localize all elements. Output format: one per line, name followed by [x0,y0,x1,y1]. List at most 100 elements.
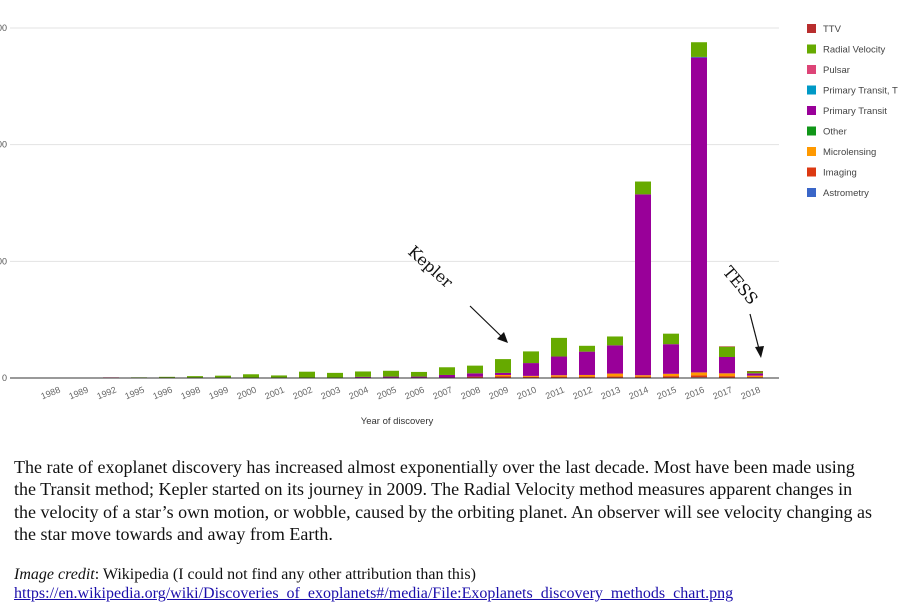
x-tick-label: 1992 [95,385,117,402]
x-axis-title: Year of discovery [361,416,434,427]
bar-2015-radial-velocity [663,334,679,345]
x-tick-label: 2011 [544,385,566,402]
bar-2016-primary-transit [691,57,707,372]
bar-2013-primary-transit [607,345,623,373]
legend-swatch-microlensing [807,147,816,156]
bar-2017-primary-transit [719,357,735,373]
gridlines [10,28,779,261]
bar-2006-radial-velocity [411,372,427,377]
bar-2012-microlensing [579,375,595,377]
x-tick-label: 2010 [515,385,537,402]
legend-label-primary-transit-ttv: Primary Transit, T [823,86,898,97]
bar-2005-radial-velocity [383,371,399,377]
x-tick-label: 1989 [67,385,89,402]
bar-2004-radial-velocity [355,371,371,376]
x-tick-label: 2008 [459,385,481,402]
x-tick-label: 1988 [39,385,61,402]
legend-label-ttv: TTV [823,24,842,35]
bar-2007-radial-velocity [439,367,455,375]
y-tick-label: 00 [0,256,7,266]
bar-2009-microlensing [495,375,511,376]
credit-label: Image credit [14,566,95,583]
x-tick-label: 2000 [235,385,257,402]
tess-arrow-head [755,346,764,358]
legend-label-other: Other [823,127,847,138]
x-tick-label: 2015 [655,385,677,402]
legend-swatch-primary-transit-ttv [807,86,816,95]
bar-2014-radial-velocity [635,182,651,195]
legend-swatch-imaging [807,168,816,177]
kepler-annotation: Kepler [404,242,508,343]
exoplanet-discovery-chart: 0000000 19881989199219951996199819992000… [0,0,900,440]
x-tick-label: 1995 [123,385,145,402]
bar-2010-microlensing [523,376,539,377]
legend-label-imaging: Imaging [823,168,857,179]
x-tick-label: 2003 [319,385,341,402]
legend-swatch-radial-velocity [807,45,816,54]
x-tick-label: 1996 [151,385,173,402]
legend: TTV Radial Velocity Pulsar Primary Transit,… [807,24,898,199]
bar-2013-microlensing [607,374,623,377]
tess-arrow-line [750,314,759,349]
x-tick-label: 2006 [403,385,425,402]
bar-2018-radial-velocity [747,371,763,373]
kepler-label: Kepler [404,242,457,292]
y-tick-label: 00 [0,140,7,150]
figure-caption: The rate of exoplanet discovery has incr… [14,456,874,546]
legend-label-astrometry: Astrometry [823,188,869,199]
bar-2018-primary-transit [747,373,763,375]
bar-2016-radial-velocity [691,42,707,57]
bar-2015-primary-transit [663,344,679,374]
bar-2009-radial-velocity [495,359,511,373]
bar-2017-microlensing [719,373,735,376]
x-tick-label: 2018 [739,385,761,402]
x-tick-label: 2014 [627,385,649,402]
bar-2009-primary-transit [495,373,511,375]
bar-2010-primary-transit [523,363,539,376]
caption-text: The rate of exoplanet discovery has incr… [14,456,874,546]
x-tick-label: 2017 [711,385,733,402]
x-tick-label: 2016 [683,385,705,402]
x-tick-label: 1998 [179,385,201,402]
legend-swatch-other [807,127,816,136]
x-tick-label: 2009 [487,385,509,402]
x-tick-label: 1999 [207,385,229,402]
legend-label-radial-velocity: Radial Velocity [823,45,886,56]
legend-swatch-pulsar [807,65,816,74]
kepler-arrow-line [470,306,503,338]
legend-label-microlensing: Microlensing [823,147,876,158]
x-tick-label: 2007 [431,385,453,402]
bar-2000-radial-velocity [243,374,259,378]
legend-label-primary-transit: Primary Transit [823,106,887,117]
bar-2017-radial-velocity [719,347,735,357]
bar-2012-radial-velocity [579,346,595,352]
x-tick-label: 2004 [347,385,369,402]
credit-text: : Wikipedia (I could not find any other … [95,566,476,583]
x-tick-label: 2005 [375,385,397,402]
bar-2012-primary-transit [579,352,595,375]
bar-2003-radial-velocity [327,373,343,378]
bar-2015-microlensing [663,374,679,376]
y-tick-label: 00 [0,23,7,33]
image-credit: Image credit: Wikipedia (I could not fin… [14,565,894,603]
credit-link[interactable]: https://en.wikipedia.org/wiki/Discoverie… [14,585,733,602]
bar-2016-imaging [691,375,707,377]
bar-2018-microlensing [747,376,763,377]
legend-label-pulsar: Pulsar [823,65,850,76]
legend-swatch-primary-transit [807,106,816,115]
legend-swatch-astrometry [807,188,816,197]
bar-2008-primary-transit [467,373,483,376]
y-tick-label: 0 [2,373,7,383]
bar-2010-radial-velocity [523,351,539,363]
bar-2002-radial-velocity [299,372,315,378]
x-tick-label: 2013 [599,385,621,402]
x-tick-label: 2001 [263,385,285,402]
bar-2014-microlensing [635,375,651,376]
bar-2008-radial-velocity [467,366,483,374]
bar-2016-microlensing [691,372,707,375]
x-tick-label: 2012 [571,385,593,402]
bar-2013-radial-velocity [607,336,623,345]
y-axis-ticks: 0000000 [0,23,7,383]
stacked-bars [103,42,763,378]
